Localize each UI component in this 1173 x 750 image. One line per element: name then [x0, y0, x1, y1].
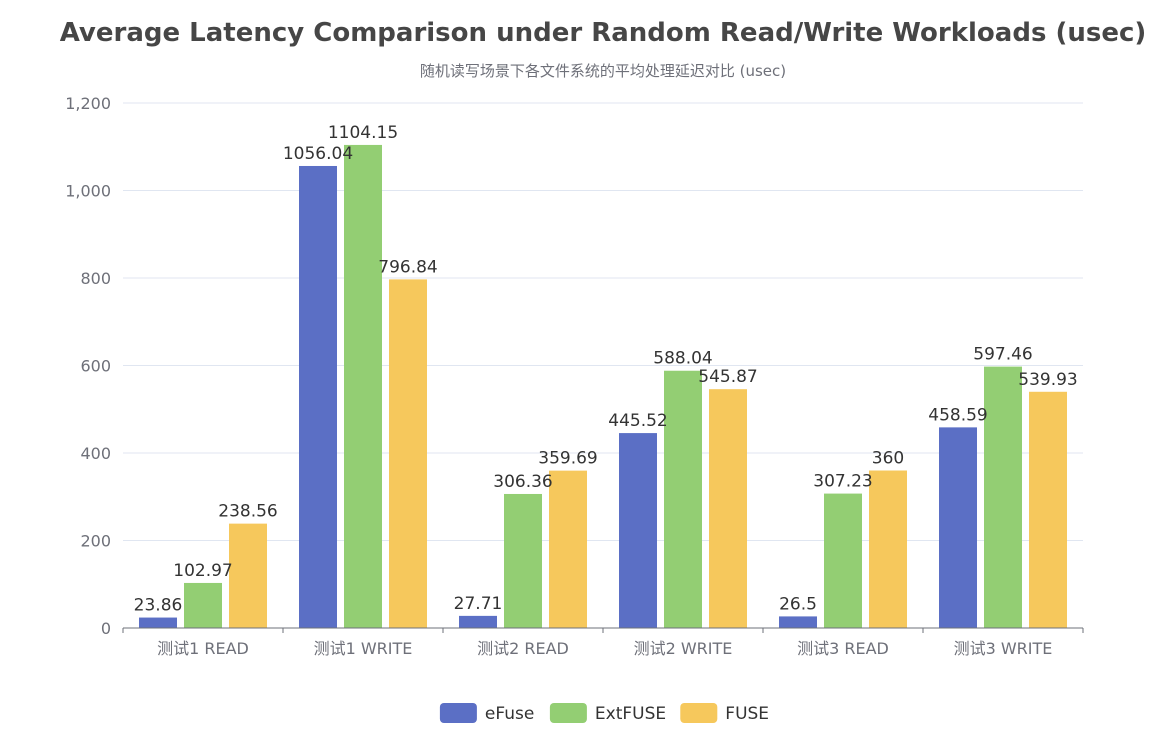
y-tick-label: 400 [80, 444, 111, 463]
y-tick-label: 800 [80, 269, 111, 288]
legend-label: FUSE [725, 704, 769, 724]
bar-value-label: 238.56 [218, 502, 277, 522]
legend-swatch [549, 703, 587, 723]
bars [139, 144, 1067, 629]
bar-value-label: 307.23 [813, 472, 872, 492]
bar-efuse[interactable] [619, 433, 657, 628]
bar-fuse[interactable] [389, 279, 427, 628]
x-tick-label: 测试2 READ [477, 639, 569, 658]
x-tick-label: 测试3 WRITE [954, 639, 1053, 658]
bar-value-label: 458.59 [928, 405, 987, 425]
bar-efuse[interactable] [779, 616, 817, 628]
chart-title: Average Latency Comparison under Random … [60, 18, 1147, 48]
chart-subtitle: 随机读写场景下各文件系统的平均处理延迟对比 (usec) [420, 62, 786, 80]
bar-fuse[interactable] [869, 470, 907, 629]
bar-efuse[interactable] [139, 617, 177, 628]
bar-value-label: 539.93 [1018, 370, 1077, 390]
bar-value-label: 588.04 [653, 349, 712, 369]
bar-value-label: 360 [872, 449, 904, 469]
bar-efuse[interactable] [459, 615, 497, 628]
legend-label: ExtFUSE [595, 704, 666, 724]
x-tick-label: 测试1 WRITE [314, 639, 413, 658]
legend[interactable]: eFuse ExtFUSE FUSE [439, 703, 769, 724]
bar-value-label: 306.36 [493, 472, 552, 492]
x-tick-label: 测试2 WRITE [634, 639, 733, 658]
bar-value-label: 102.97 [173, 561, 232, 581]
bar-extfuse[interactable] [504, 493, 542, 628]
y-tick-label: 0 [101, 619, 111, 638]
bar-value-label: 545.87 [698, 367, 757, 387]
bar-value-label: 1104.15 [328, 123, 398, 143]
bar-value-label: 796.84 [378, 257, 437, 277]
x-axis: 测试1 READ 测试1 WRITE 测试2 READ 测试2 WRITE 测试3 RE… [122, 627, 1084, 658]
y-tick-label: 1,200 [65, 94, 111, 113]
legend-label: eFuse [485, 704, 534, 724]
bar-fuse[interactable] [709, 389, 747, 628]
bar-fuse[interactable] [1029, 391, 1067, 628]
legend-item-extfuse[interactable]: ExtFUSE [549, 703, 666, 724]
bar-extfuse[interactable] [824, 493, 862, 628]
y-tick-label: 600 [80, 357, 111, 376]
x-tick-label: 测试3 READ [797, 639, 889, 658]
bar-value-label: 597.46 [973, 345, 1032, 365]
bar-value-label: 27.71 [454, 594, 503, 614]
bar-value-label: 26.5 [779, 594, 817, 614]
legend-item-fuse[interactable]: FUSE [680, 703, 769, 724]
bar-extfuse[interactable] [184, 582, 222, 628]
y-axis-tick-labels: 0 200 400 600 800 1,000 1,200 [65, 94, 111, 638]
legend-swatch [439, 703, 477, 723]
bar-value-label: 1056.04 [283, 144, 353, 164]
bar-efuse[interactable] [939, 427, 977, 628]
bar-fuse[interactable] [549, 470, 587, 628]
x-tick-label: 测试1 READ [157, 639, 249, 658]
y-tick-label: 1,000 [65, 182, 111, 201]
bar-extfuse[interactable] [664, 370, 702, 628]
bar-value-label: 23.86 [134, 596, 183, 616]
bar-extfuse[interactable] [344, 144, 382, 628]
legend-swatch [680, 703, 718, 723]
bar-fuse[interactable] [229, 523, 267, 628]
bar-efuse[interactable] [299, 165, 337, 629]
y-tick-label: 200 [80, 532, 111, 551]
bar-extfuse[interactable] [984, 366, 1022, 628]
bar-value-label: 359.69 [538, 449, 597, 469]
legend-item-efuse[interactable]: eFuse [439, 703, 534, 724]
bar-value-label: 445.52 [608, 411, 667, 431]
grid-lines [123, 102, 1083, 541]
